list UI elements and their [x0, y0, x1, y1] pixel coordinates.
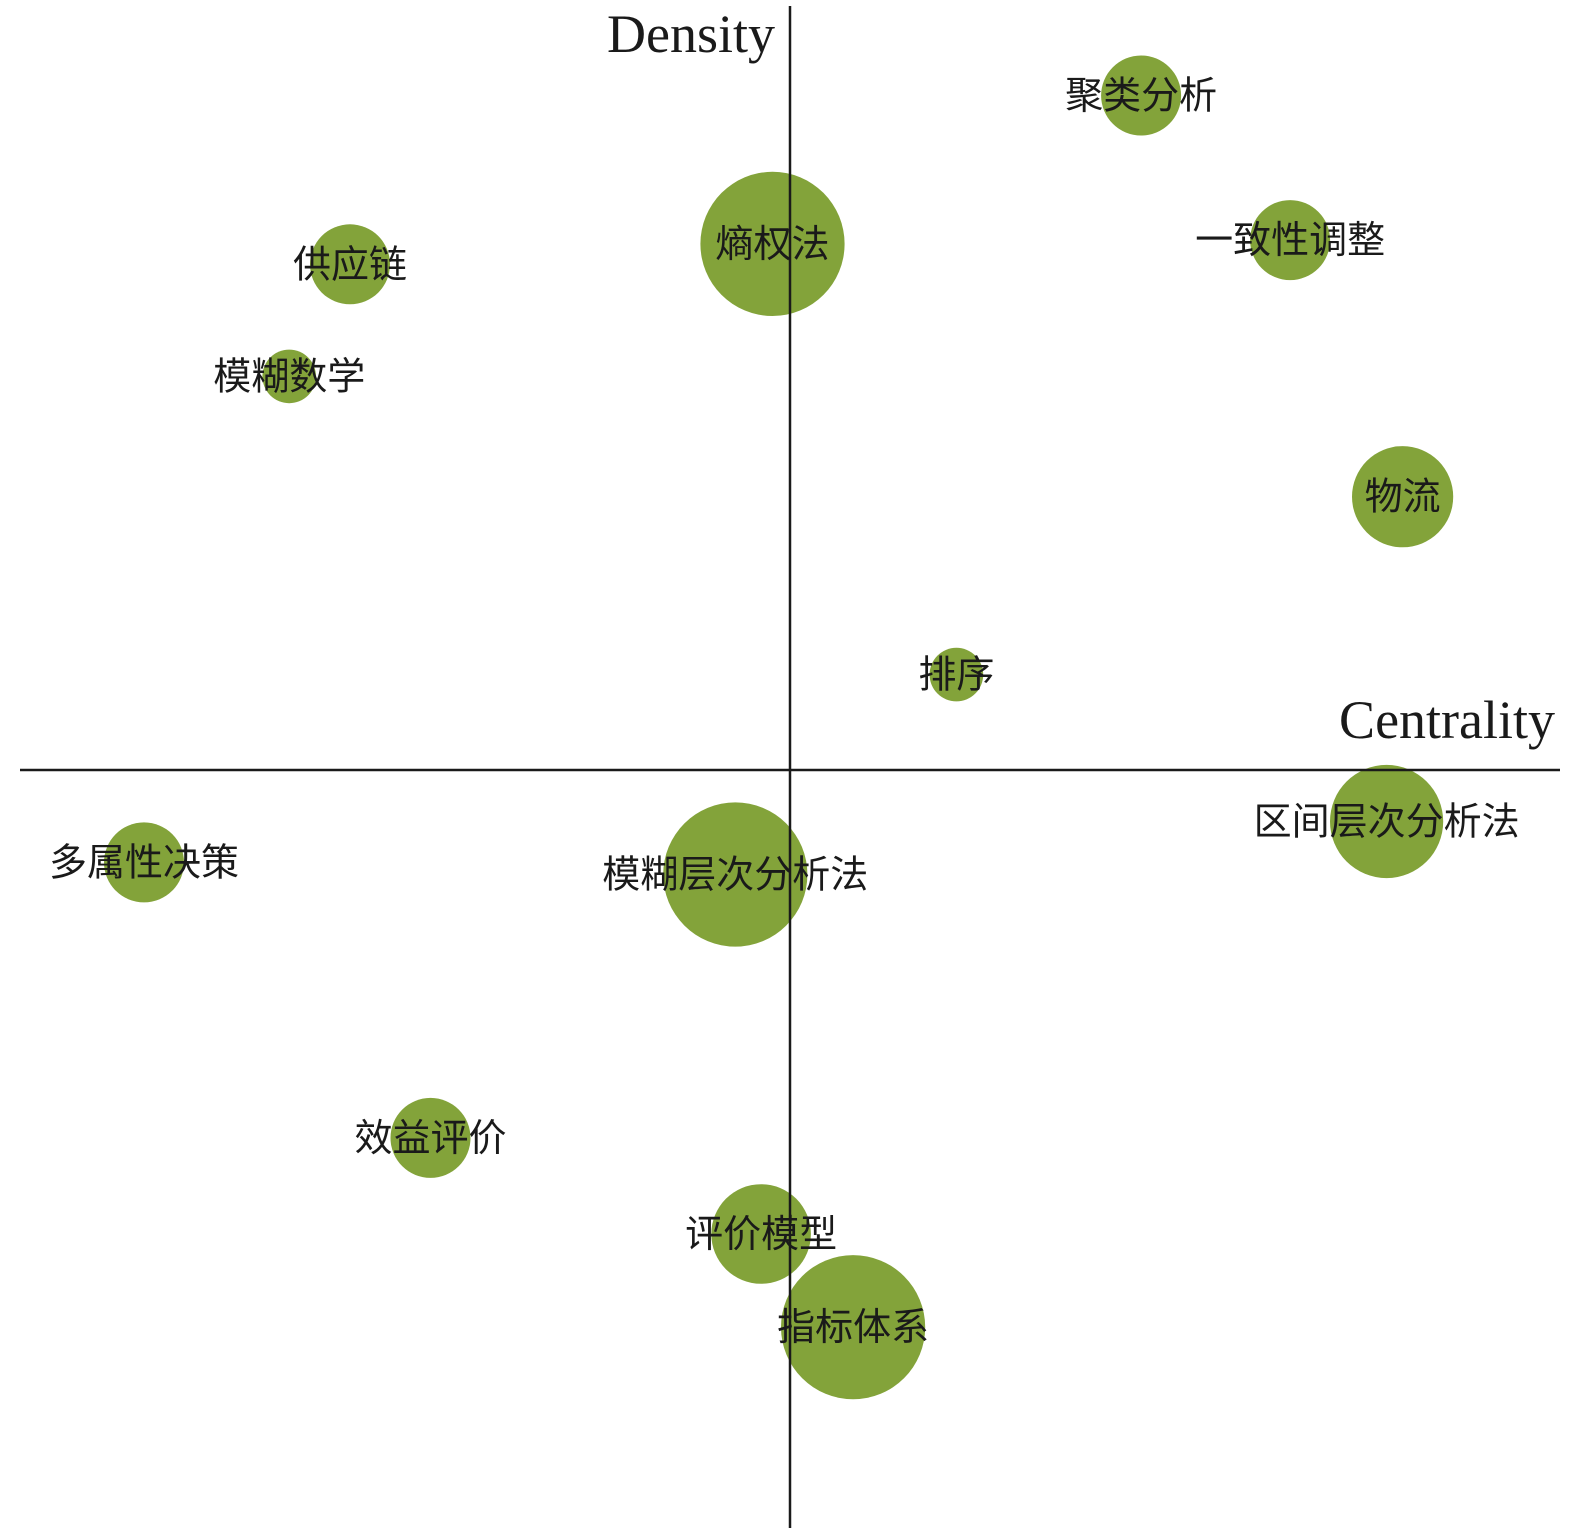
bubble-label: 多属性决策	[49, 840, 239, 884]
bubble-point	[929, 647, 984, 702]
bubble-label: 模糊数学	[213, 354, 365, 398]
y-axis-title: Density	[607, 4, 775, 64]
bubble-label: 效益评价	[354, 1116, 506, 1160]
bubble-point	[104, 822, 184, 903]
bubble-label: 排序	[918, 653, 994, 697]
bubble-point	[663, 802, 808, 947]
bubble-label: 指标体系	[777, 1305, 929, 1349]
bubble-label: 模糊层次分析法	[602, 853, 868, 897]
bubble-point	[310, 224, 390, 305]
bubble-point	[1250, 200, 1331, 281]
bubble-point	[1101, 55, 1182, 136]
bubble-point	[390, 1097, 471, 1178]
bubble-label: 聚类分析	[1065, 74, 1217, 118]
bubble-label: 供应链	[293, 242, 407, 286]
bubble-point	[781, 1255, 926, 1400]
bubble-label: 评价模型	[685, 1212, 837, 1256]
bubble-label: 熵权法	[715, 222, 829, 266]
x-axis-title: Centrality	[1339, 690, 1555, 750]
bubble-layer	[104, 55, 1454, 1400]
bubble-label: 区间层次分析法	[1254, 800, 1520, 844]
bubble-label: 一致性调整	[1195, 218, 1385, 262]
bubble-point	[1330, 764, 1444, 879]
bubble-point	[262, 349, 317, 404]
bubble-point	[1352, 446, 1454, 548]
bubble-label: 物流	[1365, 475, 1441, 519]
bubble-point	[700, 171, 845, 316]
bubble-point	[711, 1184, 811, 1284]
